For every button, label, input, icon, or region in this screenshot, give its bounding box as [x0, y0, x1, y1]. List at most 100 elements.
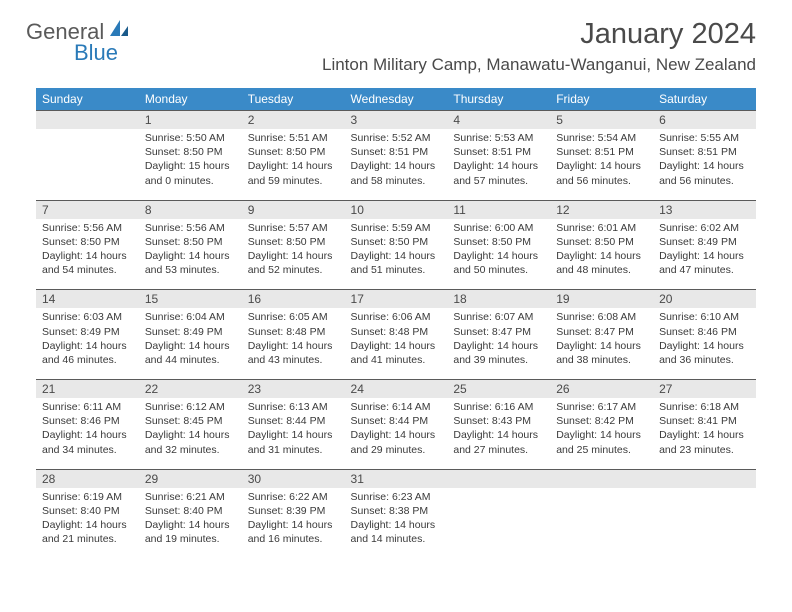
day-cell: Sunrise: 6:19 AMSunset: 8:40 PMDaylight:…: [36, 488, 139, 559]
day-cell: Sunrise: 6:04 AMSunset: 8:49 PMDaylight:…: [139, 308, 242, 379]
sunrise-text: Sunrise: 6:13 AM: [248, 400, 339, 414]
sunset-text: Sunset: 8:51 PM: [659, 145, 750, 159]
day-header: Monday: [139, 88, 242, 111]
title-block: January 2024 Linton Military Camp, Manaw…: [322, 18, 756, 75]
sunrise-text: Sunrise: 6:16 AM: [453, 400, 544, 414]
day-cell: Sunrise: 6:13 AMSunset: 8:44 PMDaylight:…: [242, 398, 345, 469]
daylight-text: Daylight: 14 hours and 43 minutes.: [248, 339, 339, 367]
sunset-text: Sunset: 8:49 PM: [42, 325, 133, 339]
day-cell: Sunrise: 6:23 AMSunset: 8:38 PMDaylight:…: [345, 488, 448, 559]
day-number: 18: [447, 290, 550, 309]
day-cell: Sunrise: 5:50 AMSunset: 8:50 PMDaylight:…: [139, 129, 242, 200]
sunset-text: Sunset: 8:50 PM: [351, 235, 442, 249]
day-cell: Sunrise: 5:51 AMSunset: 8:50 PMDaylight:…: [242, 129, 345, 200]
day-cell: Sunrise: 6:11 AMSunset: 8:46 PMDaylight:…: [36, 398, 139, 469]
sunrise-text: Sunrise: 6:10 AM: [659, 310, 750, 324]
day-number: 31: [345, 469, 448, 488]
day-cell: Sunrise: 5:53 AMSunset: 8:51 PMDaylight:…: [447, 129, 550, 200]
day-number: [550, 469, 653, 488]
daylight-text: Daylight: 14 hours and 57 minutes.: [453, 159, 544, 187]
sunrise-text: Sunrise: 5:59 AM: [351, 221, 442, 235]
daynum-row: 21222324252627: [36, 380, 756, 399]
day-cell: Sunrise: 6:17 AMSunset: 8:42 PMDaylight:…: [550, 398, 653, 469]
daylight-text: Daylight: 14 hours and 38 minutes.: [556, 339, 647, 367]
day-number: 5: [550, 111, 653, 130]
sunrise-text: Sunrise: 6:01 AM: [556, 221, 647, 235]
sunrise-text: Sunrise: 6:05 AM: [248, 310, 339, 324]
sunrise-text: Sunrise: 6:23 AM: [351, 490, 442, 504]
sunrise-text: Sunrise: 5:54 AM: [556, 131, 647, 145]
sunset-text: Sunset: 8:48 PM: [248, 325, 339, 339]
sunset-text: Sunset: 8:39 PM: [248, 504, 339, 518]
month-title: January 2024: [322, 18, 756, 51]
sunrise-text: Sunrise: 5:56 AM: [42, 221, 133, 235]
day-number: 13: [653, 200, 756, 219]
day-number: 10: [345, 200, 448, 219]
daylight-text: Daylight: 14 hours and 36 minutes.: [659, 339, 750, 367]
day-cell: Sunrise: 5:54 AMSunset: 8:51 PMDaylight:…: [550, 129, 653, 200]
day-cell: Sunrise: 6:21 AMSunset: 8:40 PMDaylight:…: [139, 488, 242, 559]
day-number: 25: [447, 380, 550, 399]
day-cell: Sunrise: 6:02 AMSunset: 8:49 PMDaylight:…: [653, 219, 756, 290]
content-row: Sunrise: 6:19 AMSunset: 8:40 PMDaylight:…: [36, 488, 756, 559]
sunrise-text: Sunrise: 6:22 AM: [248, 490, 339, 504]
day-cell: Sunrise: 6:05 AMSunset: 8:48 PMDaylight:…: [242, 308, 345, 379]
sunrise-text: Sunrise: 6:03 AM: [42, 310, 133, 324]
daylight-text: Daylight: 14 hours and 48 minutes.: [556, 249, 647, 277]
sunset-text: Sunset: 8:46 PM: [659, 325, 750, 339]
daylight-text: Daylight: 14 hours and 56 minutes.: [556, 159, 647, 187]
content-row: Sunrise: 6:03 AMSunset: 8:49 PM Daylight:…: [36, 308, 756, 379]
sunset-text: Sunset: 8:43 PM: [453, 414, 544, 428]
day-cell: Sunrise: 6:08 AMSunset: 8:47 PMDaylight:…: [550, 308, 653, 379]
sunrise-text: Sunrise: 5:55 AM: [659, 131, 750, 145]
sunset-text: Sunset: 8:42 PM: [556, 414, 647, 428]
day-cell: Sunrise: 6:18 AMSunset: 8:41 PMDaylight:…: [653, 398, 756, 469]
day-number: 21: [36, 380, 139, 399]
sunset-text: Sunset: 8:47 PM: [556, 325, 647, 339]
day-number: 23: [242, 380, 345, 399]
day-number: 17: [345, 290, 448, 309]
day-cell: Sunrise: 6:00 AMSunset: 8:50 PMDaylight:…: [447, 219, 550, 290]
sunrise-text: Sunrise: 5:50 AM: [145, 131, 236, 145]
sunset-text: Sunset: 8:44 PM: [351, 414, 442, 428]
day-cell: Sunrise: 5:52 AMSunset: 8:51 PMDaylight:…: [345, 129, 448, 200]
sunrise-text: Sunrise: 6:02 AM: [659, 221, 750, 235]
daylight-text: Daylight: 14 hours and 29 minutes.: [351, 428, 442, 456]
daynum-row: 78910111213: [36, 200, 756, 219]
day-number: 19: [550, 290, 653, 309]
sunset-text: Sunset: 8:44 PM: [248, 414, 339, 428]
day-number: 20: [653, 290, 756, 309]
daylight-text: Daylight: 14 hours and 16 minutes.: [248, 518, 339, 546]
day-number: 2: [242, 111, 345, 130]
sunrise-text: Sunrise: 6:21 AM: [145, 490, 236, 504]
daylight-text: Daylight: 14 hours and 50 minutes.: [453, 249, 544, 277]
daylight-text: Daylight: 15 hours and 0 minutes.: [145, 159, 236, 187]
sunrise-text: Sunrise: 6:18 AM: [659, 400, 750, 414]
day-cell: Sunrise: 6:22 AMSunset: 8:39 PMDaylight:…: [242, 488, 345, 559]
sunset-text: Sunset: 8:50 PM: [248, 235, 339, 249]
day-number: 6: [653, 111, 756, 130]
daylight-text: Daylight: 14 hours and 14 minutes.: [351, 518, 442, 546]
day-number: 8: [139, 200, 242, 219]
sunset-text: Sunset: 8:50 PM: [453, 235, 544, 249]
sunset-text: Sunset: 8:47 PM: [453, 325, 544, 339]
day-header: Saturday: [653, 88, 756, 111]
sunset-text: Sunset: 8:41 PM: [659, 414, 750, 428]
sunset-text: Sunset: 8:50 PM: [145, 145, 236, 159]
day-number: 4: [447, 111, 550, 130]
daylight-text: Daylight: 14 hours and 23 minutes.: [659, 428, 750, 456]
daylight-text: Daylight: 14 hours and 34 minutes.: [42, 428, 133, 456]
day-number: 9: [242, 200, 345, 219]
day-number: 12: [550, 200, 653, 219]
daylight-text: Daylight: 14 hours and 25 minutes.: [556, 428, 647, 456]
sunset-text: Sunset: 8:51 PM: [556, 145, 647, 159]
sunrise-text: Sunrise: 5:57 AM: [248, 221, 339, 235]
day-cell: Sunrise: 6:06 AMSunset: 8:48 PMDaylight:…: [345, 308, 448, 379]
daylight-text: Daylight: 14 hours and 52 minutes.: [248, 249, 339, 277]
sunset-text: Sunset: 8:40 PM: [42, 504, 133, 518]
day-number: 30: [242, 469, 345, 488]
day-header-row: Sunday Monday Tuesday Wednesday Thursday…: [36, 88, 756, 111]
day-cell: [447, 488, 550, 559]
sunset-text: Sunset: 8:50 PM: [556, 235, 647, 249]
day-cell: Sunrise: 5:56 AMSunset: 8:50 PMDaylight:…: [36, 219, 139, 290]
